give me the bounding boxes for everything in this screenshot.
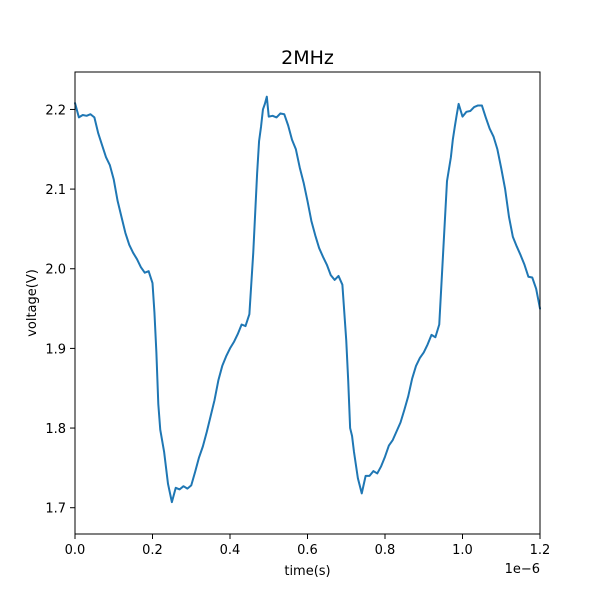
x-axis: 0.0 0.2 0.4 0.6 0.8 1.0 1.2: [65, 534, 551, 558]
plot-area: [74, 95, 541, 504]
x-tick-label: 0.6: [297, 543, 318, 558]
y-tick-label: 1.9: [45, 342, 66, 357]
x-axis-offset-label: 1e−6: [505, 562, 540, 577]
chart-title: 2MHz: [281, 47, 334, 69]
y-tick-label: 2.0: [45, 263, 66, 278]
axes-frame: [74, 71, 541, 535]
y-axis-label: voltage(V): [25, 269, 40, 337]
y-tick-label: 1.7: [45, 502, 66, 517]
x-tick-label: 1.0: [452, 543, 473, 558]
y-tick-label: 2.2: [45, 103, 66, 118]
x-tick-label: 1.2: [530, 543, 551, 558]
x-tick-label: 0.0: [65, 543, 86, 558]
x-tick-label: 0.2: [142, 543, 163, 558]
x-tick-label: 0.4: [220, 543, 241, 558]
x-axis-label: time(s): [284, 564, 330, 579]
y-tick-label: 2.1: [45, 183, 66, 198]
voltage-series-line: [74, 95, 541, 504]
y-axis: 1.7 1.8 1.9 2.0 2.1 2.2: [45, 103, 75, 517]
y-tick-label: 1.8: [45, 422, 66, 437]
x-tick-label: 0.8: [375, 543, 396, 558]
